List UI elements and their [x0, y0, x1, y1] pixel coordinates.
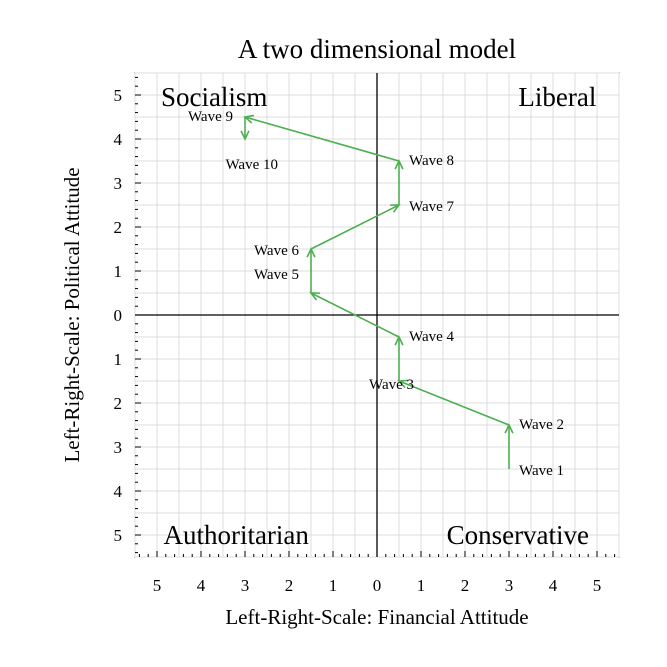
y-tick-labels: 5 4 3 2 1 0 1 2 3 4 5: [114, 86, 123, 545]
quadrant-label-conservative: Conservative: [447, 520, 589, 550]
series-path: [240, 114, 514, 469]
y-tick-label: 0: [114, 306, 123, 325]
x-tick-label: 3: [505, 576, 514, 595]
x-tick-label: 4: [197, 576, 206, 595]
x-tick-label: 1: [417, 576, 426, 595]
x-tick-label: 5: [593, 576, 602, 595]
x-tick-label: 0: [373, 576, 382, 595]
point-label: Wave 5: [254, 267, 299, 283]
y-tick-label: 3: [114, 174, 123, 193]
x-tick-label: 4: [549, 576, 558, 595]
point-label: Wave 3: [369, 377, 414, 393]
x-tick-label: 2: [285, 576, 294, 595]
quadrant-label-liberal: Liberal: [518, 82, 596, 112]
series-segment: [310, 292, 400, 338]
y-tick-label: 5: [114, 86, 123, 105]
y-tick-label: 1: [114, 262, 123, 281]
quadrant-label-socialism: Socialism: [161, 82, 268, 112]
y-tick-label: 3: [114, 438, 123, 457]
point-label: Wave 4: [409, 329, 455, 345]
minor-ticks: [135, 76, 616, 557]
series-segment: [244, 116, 400, 162]
y-tick-label: 1: [114, 350, 123, 369]
point-label: Wave 1: [519, 463, 564, 479]
point-label: Wave 7: [409, 199, 455, 215]
x-tick-label: 1: [329, 576, 338, 595]
chart-title: A two dimensional model: [238, 34, 516, 64]
y-tick-label: 2: [114, 218, 123, 237]
point-label: Wave 6: [254, 243, 300, 259]
point-labels: Wave 1 Wave 2 Wave 3 Wave 4 Wave 5 Wave 6 Wave…: [188, 109, 564, 479]
x-tick-labels: 5 4 3 2 1 0 1 2 3 4 5: [153, 576, 602, 595]
y-tick-label: 4: [114, 482, 123, 501]
arrowhead: [240, 130, 250, 141]
point-label: Wave 2: [519, 417, 564, 433]
quadrant-label-authoritarian: Authoritarian: [163, 520, 309, 550]
quadrant-labels: Socialism Liberal Authoritarian Conservativ…: [161, 82, 596, 550]
point-label: Wave 9: [188, 109, 233, 125]
axes: [135, 73, 619, 557]
y-tick-label: 2: [114, 394, 123, 413]
point-label: Wave 10: [225, 157, 278, 173]
point-label: Wave 8: [409, 153, 454, 169]
x-tick-label: 2: [461, 576, 470, 595]
x-tick-label: 3: [241, 576, 250, 595]
y-tick-label: 4: [114, 130, 123, 149]
x-tick-label: 5: [153, 576, 162, 595]
series-segment: [398, 380, 510, 426]
y-tick-label: 5: [114, 526, 123, 545]
x-axis-label: Left-Right-Scale: Financial Attitude: [225, 605, 528, 629]
series-segment: [310, 204, 400, 250]
y-axis-label: Left-Right-Scale: Political Attitude: [60, 167, 84, 462]
